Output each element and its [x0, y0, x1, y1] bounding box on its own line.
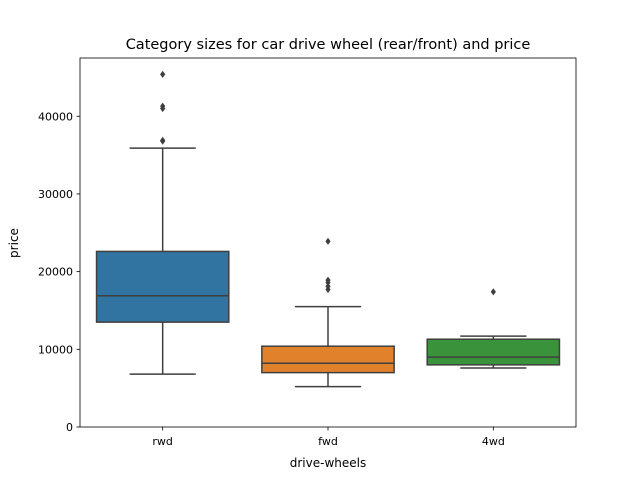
x-tick-label: fwd — [318, 435, 338, 448]
outlier-point — [160, 102, 166, 110]
outlier-point — [490, 288, 496, 296]
y-axis-label: price — [7, 228, 21, 258]
outlier-point — [325, 276, 331, 284]
y-tick-label: 30000 — [38, 188, 73, 201]
outlier-point — [160, 70, 166, 78]
outlier-point — [325, 237, 331, 245]
y-tick-label: 40000 — [38, 110, 73, 123]
x-axis-label: drive-wheels — [290, 456, 366, 470]
outlier-point — [325, 282, 331, 290]
box-rwd — [95, 250, 230, 323]
outlier-point — [160, 137, 166, 145]
box-fwd — [261, 345, 395, 374]
chart-title: Category sizes for car drive wheel (rear… — [126, 37, 531, 53]
x-tick-label: rwd — [152, 435, 173, 448]
box-4wd — [426, 338, 561, 366]
y-tick-label: 10000 — [38, 343, 73, 356]
y-tick-label: 0 — [66, 421, 73, 434]
plot-area: 0 10000 20000 30000 40000 rwd fwd 4wd — [38, 57, 577, 448]
x-tick-label: 4wd — [482, 435, 505, 448]
y-tick-label: 20000 — [38, 266, 73, 279]
